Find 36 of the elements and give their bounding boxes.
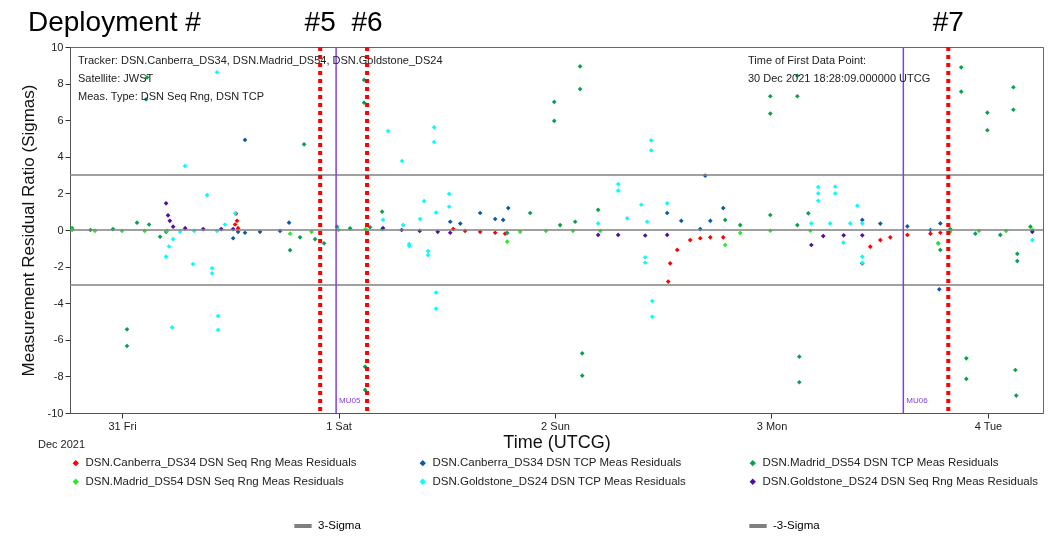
y-tick-label: 10 xyxy=(51,40,64,53)
annotation: Meas. Type: DSN Seq Rng, DSN TCP xyxy=(78,90,265,102)
ref-line-label: MU06 xyxy=(906,396,929,405)
legend-label: DSN.Canberra_DS34 DSN Seq Rng Meas Residuals xyxy=(85,456,357,469)
text: Dec 2021 xyxy=(38,438,86,450)
ref-line-label: #5 xyxy=(304,6,336,37)
x-tick-label: 1 Sat xyxy=(326,419,352,432)
legend-label: DSN.Madrid_DS54 DSN Seq Rng Meas Residuals xyxy=(85,474,344,487)
y-tick-label: -2 xyxy=(53,260,64,273)
y-tick-label: 4 xyxy=(57,150,64,163)
ref-line-label: #7 xyxy=(932,6,964,37)
y-tick-label: 6 xyxy=(57,113,64,126)
ref-line-label: MU05 xyxy=(339,396,361,405)
y-axis-title: Measurement Residual Ratio (Sigmas) xyxy=(18,84,38,377)
y-tick-label: 2 xyxy=(57,186,64,199)
legend-label: DSN.Canberra_DS34 DSN TCP Meas Residuals xyxy=(432,456,682,469)
legend-label: -3-Sigma xyxy=(773,519,821,531)
y-tick-label: 8 xyxy=(57,77,64,90)
annotation: Time of First Data Point: xyxy=(748,54,867,66)
legend-label: DSN.Goldstone_DS24 DSN TCP Meas Residuals xyxy=(432,474,687,487)
legend-label: DSN.Madrid_DS54 DSN TCP Meas Residuals xyxy=(762,456,999,469)
x-tick-label: 2 Sun xyxy=(541,419,570,432)
x-tick-label: 4 Tue xyxy=(974,419,1003,432)
y-tick-label: -8 xyxy=(53,369,64,382)
x-tick-label: 31 Fri xyxy=(108,419,137,432)
y-tick-label: -10 xyxy=(47,406,64,419)
legend-label: DSN.Goldstone_DS24 DSN Seq Rng Meas Residuals xyxy=(762,474,1039,487)
chart-title: Deployment # xyxy=(28,6,202,37)
x-tick-label: 3 Mon xyxy=(756,419,788,432)
x-axis-title: Time (UTCG) xyxy=(503,431,611,452)
ref-line-label: #6 xyxy=(351,6,383,37)
y-tick-label: -6 xyxy=(53,333,64,346)
legend-label: 3-Sigma xyxy=(318,519,362,531)
y-tick-label: -4 xyxy=(53,296,64,309)
y-tick-label: 0 xyxy=(57,223,64,236)
annotation: Satellite: JWST xyxy=(78,72,154,84)
